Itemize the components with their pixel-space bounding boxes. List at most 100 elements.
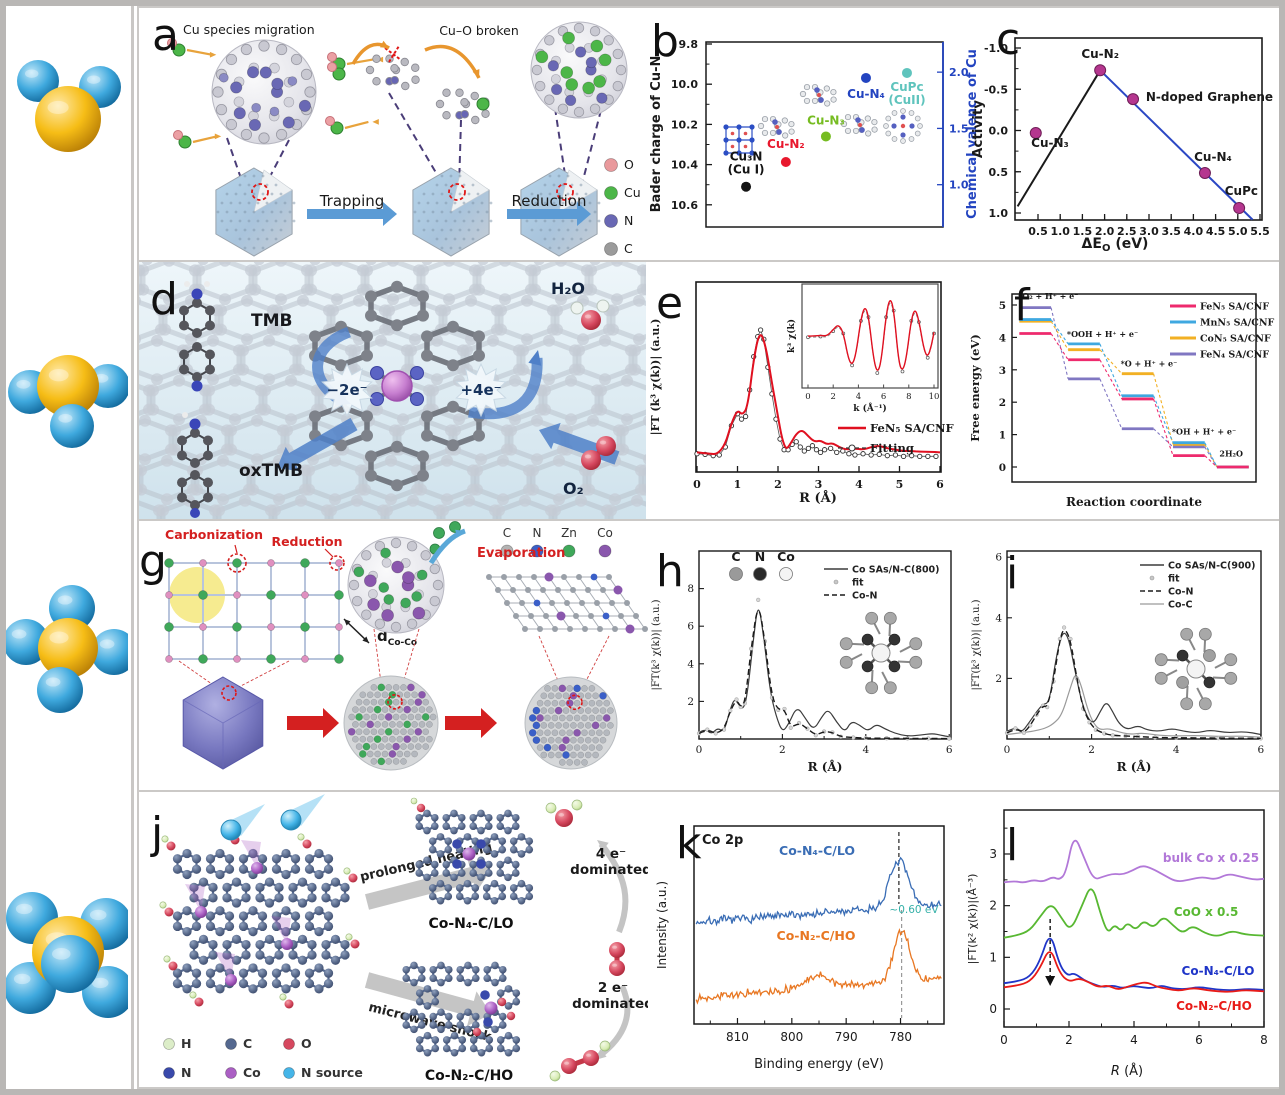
atom-C-icon [729, 567, 743, 581]
sidebar-canvas [6, 60, 128, 1018]
panel-a-schematic: Trapping Reduction Cu species migration Cu–… [167, 21, 641, 257]
point-Cu-N₄ [860, 72, 871, 83]
svg-text:1: 1 [999, 430, 1006, 442]
svg-text:~0.60 eV: ~0.60 eV [889, 904, 939, 916]
svg-text:Binding energy (eV): Binding energy (eV) [754, 1057, 884, 1072]
svg-text:6: 6 [687, 621, 694, 633]
svg-text:Intensity (a.u.): Intensity (a.u.) [655, 881, 669, 969]
svg-text:790: 790 [835, 1030, 858, 1044]
svg-text:Co-N₂-C/HO: Co-N₂-C/HO [1176, 999, 1252, 1013]
atom-N-icon [753, 567, 767, 581]
svg-text:Cu-N₂: Cu-N₂ [767, 137, 805, 151]
svg-text:-1.0: -1.0 [984, 42, 1008, 55]
legend-H-icon [163, 1038, 175, 1050]
svg-text:4: 4 [995, 612, 1002, 624]
svg-text:2: 2 [1065, 1033, 1073, 1047]
metal-N5-model [6, 892, 128, 1018]
point-Cu-N₄ [1198, 166, 1211, 179]
molecule-inset [839, 611, 923, 695]
svg-text:10.2: 10.2 [671, 118, 698, 131]
svg-text:Carbonization: Carbonization [165, 527, 263, 542]
svg-text:8: 8 [906, 392, 911, 402]
panel-letter-g: g [139, 536, 167, 587]
svg-text:Co-N: Co-N [852, 591, 877, 602]
svg-text:C: C [243, 1036, 252, 1051]
svg-text:0: 0 [989, 1002, 997, 1016]
svg-text:N: N [755, 549, 765, 564]
sidebar-molecular-models [6, 6, 134, 1089]
co-c-curve [1006, 675, 1261, 738]
metal-N4-model [6, 585, 128, 713]
svg-text:dCo-Co: dCo-Co [377, 627, 417, 648]
panel-letter-c: c [996, 14, 1021, 65]
legend-C-icon [225, 1038, 237, 1050]
svg-text:FeN₅ SA/CNF: FeN₅ SA/CNF [870, 421, 954, 435]
svg-text:Co-N₂-C/HO: Co-N₂-C/HO [777, 928, 856, 943]
legend-Zn-icon [562, 544, 576, 558]
svg-text:O: O [624, 157, 634, 172]
svg-text:8: 8 [1260, 1033, 1268, 1047]
svg-text:4: 4 [687, 658, 694, 670]
svg-text:10.6: 10.6 [671, 199, 698, 212]
svg-text:*OOH + H⁺ + e⁻: *OOH + H⁺ + e⁻ [1067, 329, 1138, 339]
svg-text:780: 780 [889, 1030, 912, 1044]
metal-N2-model [17, 60, 121, 152]
svg-text:Co: Co [777, 549, 795, 564]
panel-letter-b: b [651, 16, 679, 67]
curve-bulk Co x 0.25 [1003, 839, 1265, 884]
svg-text:Evaporation: Evaporation [477, 546, 565, 561]
svg-text:TMB: TMB [251, 311, 292, 331]
svg-text:0: 0 [1004, 744, 1011, 756]
point-Cu-N₂ [780, 156, 791, 167]
legend-C-icon [500, 544, 514, 558]
svg-text:fit: fit [852, 578, 864, 589]
svg-text:(CuII): (CuII) [888, 93, 925, 107]
svg-text:0.5: 0.5 [1028, 225, 1048, 238]
svg-text:(Cu I): (Cu I) [728, 163, 765, 177]
svg-text:Zn: Zn [561, 526, 577, 540]
panel-letter-l: l [1006, 820, 1019, 871]
svg-text:4: 4 [999, 332, 1006, 344]
svg-text:|FT(k³ χ(k))| (a.u.): |FT(k³ χ(k))| (a.u.) [651, 599, 662, 690]
svg-text:2: 2 [687, 696, 694, 708]
svg-text:6: 6 [1257, 744, 1264, 756]
svg-text:dominated: dominated [572, 996, 648, 1012]
svg-text:CoO x 0.5: CoO x 0.5 [1174, 905, 1239, 919]
svg-text:Cu-N₃: Cu-N₃ [807, 113, 845, 127]
svg-text:0.5: 0.5 [989, 166, 1009, 179]
svg-text:FeN₄ SA/CNF: FeN₄ SA/CNF [1200, 350, 1269, 361]
svg-text:N: N [181, 1065, 191, 1080]
panel-j-schematic: prolonged heatingmicrowave shockCo-N₄-C/… [159, 794, 648, 1084]
svg-text:Cu-N₃: Cu-N₃ [1031, 136, 1069, 150]
svg-text:2.5: 2.5 [1117, 225, 1137, 238]
curve-Co-N₄-C/LO [1003, 937, 1265, 991]
svg-text:3: 3 [815, 478, 823, 491]
svg-text:5.0: 5.0 [1228, 225, 1248, 238]
svg-text:Co-N₄-C/LO: Co-N₄-C/LO [428, 916, 513, 932]
svg-text:FeN₅ SA/CNF: FeN₅ SA/CNF [1200, 302, 1269, 313]
svg-text:4: 4 [1130, 1033, 1138, 1047]
svg-text:Cu-N₄: Cu-N₄ [1194, 150, 1232, 164]
metal-N3-model [8, 355, 128, 448]
cupc-icon [883, 108, 923, 144]
svg-text:R (Å): R (Å) [1117, 759, 1152, 774]
svg-text:|FT(k³ χ(k))| (a.u.): |FT(k³ χ(k))| (a.u.) [971, 599, 982, 690]
svg-text:6: 6 [946, 744, 953, 756]
point-Cu-N₂ [1094, 64, 1107, 77]
panel-letter-e: e [656, 278, 684, 329]
svg-text:Co-N₄-C/LO: Co-N₄-C/LO [1182, 964, 1255, 978]
legend-N-icon [530, 544, 544, 558]
svg-text:4: 4 [855, 478, 863, 491]
row-4-border [137, 790, 1279, 1089]
svg-text:C: C [503, 526, 511, 540]
svg-text:Co SAs/N-C(800): Co SAs/N-C(800) [852, 565, 940, 576]
svg-text:CuPc: CuPc [1225, 184, 1258, 198]
svg-text:2: 2 [1088, 744, 1095, 756]
svg-text:ΔEO (eV): ΔEO (eV) [1082, 236, 1149, 254]
curve-Co-N₂-C/HO [1003, 951, 1265, 993]
svg-text:2.0: 2.0 [1095, 225, 1115, 238]
svg-text:MnN₅ SA/CNF: MnN₅ SA/CNF [1200, 318, 1275, 329]
svg-text:5.5: 5.5 [1250, 225, 1270, 238]
panel-f-chart: 0 1 2 3 4 5 Free energy (eV) Reaction coordinat… [968, 291, 1275, 509]
svg-text:2: 2 [995, 673, 1002, 685]
